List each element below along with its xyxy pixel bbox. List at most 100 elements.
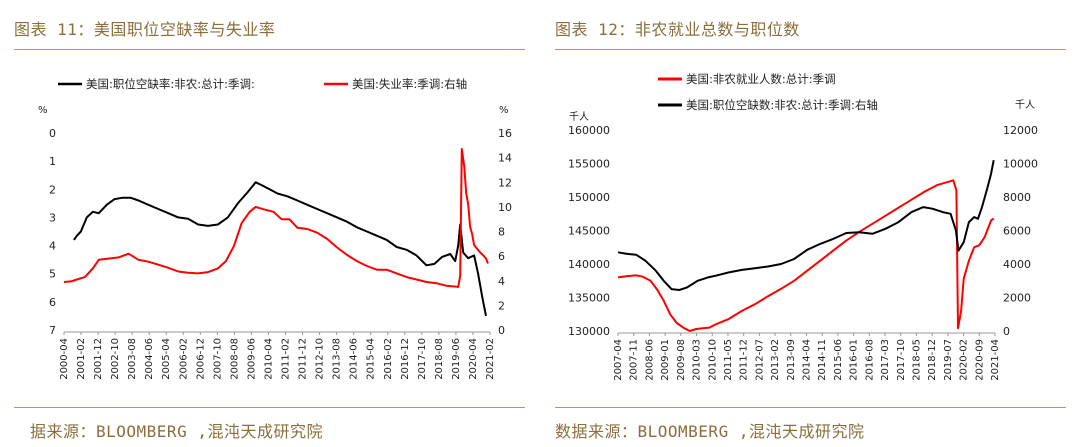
y-right-tick-label: 16 bbox=[498, 127, 512, 140]
x-tick-label: 2006-12 bbox=[195, 338, 206, 380]
y-right-tick-label: 6000 bbox=[1003, 225, 1031, 238]
x-tick-label: 2020-04 bbox=[468, 338, 479, 380]
footer-rule-1 bbox=[14, 407, 525, 408]
source-note-1: 据来源：BLOOMBERG ,混沌天成研究院 bbox=[30, 422, 323, 441]
x-tick-label: 2009-06 bbox=[246, 338, 257, 380]
x-tick-label: 2017-10 bbox=[896, 339, 907, 381]
x-tick-label: 2019-07 bbox=[943, 339, 954, 381]
chart-title-2: 图表 12：非农就业总数与职位数 bbox=[555, 20, 800, 39]
right-axis-unit: 千人 bbox=[1015, 99, 1035, 111]
x-tick-label: 2011-02 bbox=[281, 338, 292, 380]
y-right-tick-label: 4 bbox=[498, 275, 505, 288]
y-left-tick-label: 150000 bbox=[568, 191, 610, 204]
x-tick-label: 2002-10 bbox=[110, 338, 121, 380]
x-tick-label: 2016-01 bbox=[849, 339, 860, 381]
x-tick-label: 2016-12 bbox=[400, 338, 411, 380]
x-tick-label: 2014-11 bbox=[817, 339, 828, 381]
source-note-2: 数据来源：BLOOMBERG ,混沌天成研究院 bbox=[555, 422, 865, 441]
x-tick-label: 2014-04 bbox=[802, 339, 813, 381]
title-rule-1 bbox=[14, 49, 525, 50]
x-tick-label: 2015-06 bbox=[833, 339, 844, 381]
y-right-tick-label: 8000 bbox=[1003, 191, 1031, 204]
x-tick-label: 2005-04 bbox=[161, 338, 172, 380]
x-tick-label: 2018-12 bbox=[927, 339, 938, 381]
x-tick-label: 2014-06 bbox=[349, 338, 360, 380]
x-tick-label: 2011-12 bbox=[739, 339, 750, 381]
x-tick-label: 2009-01 bbox=[660, 339, 671, 381]
y-left-tick-label: 145000 bbox=[568, 225, 610, 238]
legend: 美国:非农就业人数:总计:季调 美国:职位空缺数:非农:总计:季调:右轴 bbox=[658, 72, 878, 112]
x-tick-label: 2012-10 bbox=[315, 338, 326, 380]
y-left-tick-label: 0 bbox=[49, 127, 56, 140]
x-tick-label: 2010-04 bbox=[263, 338, 274, 380]
payrolls-openings-chart: 美国:非农就业人数:总计:季调 美国:职位空缺数:非农:总计:季调:右轴 千人 … bbox=[568, 72, 1038, 381]
y-left-tick-label: 5 bbox=[49, 268, 56, 281]
y-left-tick-label: 155000 bbox=[568, 158, 610, 171]
y-left-tick-label: 135000 bbox=[568, 292, 610, 305]
x-tick-label: 2018-05 bbox=[911, 339, 922, 381]
x-tick-label: 2007-11 bbox=[629, 339, 640, 381]
y-left-tick-label: 4 bbox=[49, 240, 56, 253]
vacancy-unemployment-chart: 美国:职位空缺率:非农:总计:季调: 美国:失业率:季调:右轴 % % 0123… bbox=[38, 77, 512, 380]
x-tick-label: 2001-12 bbox=[93, 338, 104, 380]
x-tick-label: 2008-08 bbox=[229, 338, 240, 380]
x-tick-label: 2001-02 bbox=[76, 338, 87, 380]
x-tick-label: 2016-02 bbox=[383, 338, 394, 380]
x-tick-label: 2021-02 bbox=[485, 338, 496, 380]
y-left-tick-label: 2 bbox=[49, 183, 56, 196]
x-tick-label: 2018-08 bbox=[434, 338, 445, 380]
legend-label-payrolls: 美国:非农就业人数:总计:季调 bbox=[686, 72, 836, 86]
legend: 美国:职位空缺率:非农:总计:季调: 美国:失业率:季调:右轴 bbox=[58, 77, 467, 91]
x-tick-label: 2021-04 bbox=[990, 339, 1001, 381]
chart-title-1: 图表 11：美国职位空缺率与失业率 bbox=[14, 20, 276, 39]
x-tick-label: 2007-10 bbox=[212, 338, 223, 380]
y-right-tick-label: 10000 bbox=[1003, 158, 1038, 171]
x-tick-label: 2003-08 bbox=[127, 338, 138, 380]
x-tick-label: 2019-06 bbox=[451, 338, 462, 380]
x-tick-label: 2011-05 bbox=[723, 339, 734, 381]
x-tick-label: 2020-02 bbox=[959, 339, 970, 381]
y-right-tick-label: 8 bbox=[498, 226, 505, 239]
x-tick-label: 2000-04 bbox=[59, 338, 70, 380]
x-tick-label: 2017-10 bbox=[417, 338, 428, 380]
legend-label-vacancy-rate: 美国:职位空缺率:非农:总计:季调: bbox=[86, 77, 255, 91]
y-right-tick-label: 4000 bbox=[1003, 258, 1031, 271]
y-right-tick-label: 2 bbox=[498, 299, 505, 312]
x-tick-label: 2017-03 bbox=[880, 339, 891, 381]
x-tick-label: 2013-08 bbox=[332, 338, 343, 380]
y-right-tick-label: 12 bbox=[498, 176, 512, 189]
legend-label-job-openings: 美国:职位空缺数:非农:总计:季调:右轴 bbox=[686, 98, 878, 112]
right-axis-unit: % bbox=[499, 105, 509, 116]
x-tick-label: 2013-02 bbox=[770, 339, 781, 381]
y-left-tick-label: 1 bbox=[49, 155, 56, 168]
y-right-tick-label: 0 bbox=[498, 324, 505, 337]
x-tick-label: 2010-03 bbox=[692, 339, 703, 381]
y-right-tick-label: 0 bbox=[1003, 325, 1010, 338]
x-tick-label: 2010-10 bbox=[707, 339, 718, 381]
y-right-tick-label: 10 bbox=[498, 201, 512, 214]
left-axis-unit: % bbox=[38, 105, 48, 116]
x-tick-label: 2012-07 bbox=[754, 339, 765, 381]
x-tick-label: 2011-12 bbox=[298, 338, 309, 380]
y-left-tick-label: 140000 bbox=[568, 258, 610, 271]
x-tick-label: 2007-04 bbox=[613, 339, 624, 381]
y-left-tick-label: 7 bbox=[49, 324, 56, 337]
x-tick-label: 2015-04 bbox=[366, 338, 377, 380]
x-tick-label: 2016-08 bbox=[864, 339, 875, 381]
x-tick-label: 2013-09 bbox=[786, 339, 797, 381]
x-tick-label: 2008-06 bbox=[644, 339, 655, 381]
series-line-unemployment-rate bbox=[63, 148, 489, 288]
y-right-tick-label: 2000 bbox=[1003, 292, 1031, 305]
legend-label-unemployment-rate: 美国:失业率:季调:右轴 bbox=[352, 77, 467, 91]
y-left-tick-label: 160000 bbox=[568, 124, 610, 137]
x-tick-label: 2020-09 bbox=[974, 339, 985, 381]
series-line-payrolls bbox=[617, 179, 995, 332]
x-tick-label: 2004-06 bbox=[144, 338, 155, 380]
y-left-tick-label: 3 bbox=[49, 211, 56, 224]
y-right-tick-label: 14 bbox=[498, 152, 512, 165]
x-tick-label: 2006-02 bbox=[178, 338, 189, 380]
y-left-tick-label: 6 bbox=[49, 296, 56, 309]
footer-rule-2 bbox=[555, 407, 1066, 408]
y-left-tick-label: 130000 bbox=[568, 325, 610, 338]
series-line-vacancy-rate bbox=[73, 181, 487, 317]
